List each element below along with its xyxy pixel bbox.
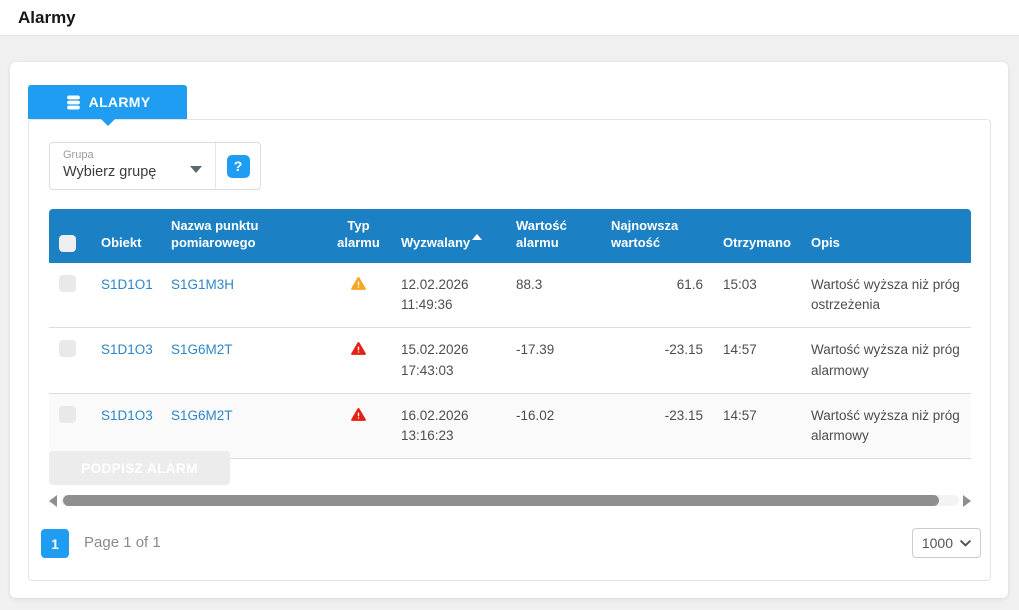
alarm-type-icon [351, 341, 366, 356]
description-cell: Wartość wyższa niż próg alarmowy [801, 328, 971, 394]
help-button-wrap: ? [216, 143, 260, 189]
tab-alarmy[interactable]: ALARMY [28, 85, 187, 126]
page-size-value: 1000 [921, 535, 953, 551]
column-header-nazwa-punktu[interactable]: Nazwa punktu pomiarowego [161, 209, 326, 263]
caret-down-icon [190, 166, 202, 173]
row-checkbox[interactable] [59, 405, 76, 423]
chevron-down-icon [960, 539, 971, 547]
column-header-typ-alarmu[interactable]: Typ alarmu [326, 209, 391, 263]
page-title: Alarmy [18, 7, 76, 27]
select-all-checkbox[interactable] [59, 234, 76, 252]
alarm-value-cell: -16.02 [506, 393, 601, 460]
group-select-value: Wybierz grupę [63, 164, 157, 181]
table-header-row: Obiekt Nazwa punktu pomiarowego Typ alar… [49, 209, 971, 263]
scrollbar-thumb[interactable] [63, 495, 939, 506]
table-body: S1D1O1 S1G1M3H 12.02.2026 11:49:36 88.3 … [49, 262, 971, 460]
triggered-date: 12.02.2026 [401, 276, 469, 292]
alarms-table: Obiekt Nazwa punktu pomiarowego Typ alar… [49, 209, 971, 460]
alarm-value-cell: -17.39 [506, 328, 601, 394]
scrollbar-track[interactable] [61, 495, 959, 506]
object-link[interactable]: S1D1O3 [101, 342, 153, 358]
received-cell: 15:03 [713, 262, 801, 329]
horizontal-scrollbar[interactable] [49, 494, 971, 507]
select-all-header[interactable] [49, 209, 91, 263]
column-header-opis[interactable]: Opis [801, 209, 971, 263]
group-select-label: Grupa [63, 149, 94, 161]
measuring-point-link[interactable]: S1G6M2T [171, 342, 233, 358]
table-row: S1D1O3 S1G6M2T 16.02.2026 13:16:23 -16.0… [49, 393, 971, 460]
object-link[interactable]: S1D1O3 [101, 407, 153, 423]
scroll-right-icon[interactable] [963, 494, 971, 507]
page-size-select[interactable]: 1000 [911, 528, 981, 558]
scroll-left-icon[interactable] [49, 494, 57, 507]
column-header-najnowsza-wartosc[interactable]: Najnowsza wartość [601, 209, 713, 263]
page-summary: Page 1 of 1 [84, 534, 161, 551]
triggered-date: 15.02.2026 [401, 342, 469, 358]
column-header-obiekt[interactable]: Obiekt [91, 209, 161, 263]
alarm-type-icon [351, 407, 366, 422]
received-cell: 14:57 [713, 393, 801, 460]
top-bar: Alarmy [0, 0, 1019, 36]
table-row: S1D1O3 S1G6M2T 15.02.2026 17:43:03 -17.3… [49, 328, 971, 394]
measuring-point-link[interactable]: S1G6M2T [171, 407, 233, 423]
alarms-table-wrap: Obiekt Nazwa punktu pomiarowego Typ alar… [49, 209, 971, 460]
triggered-time: 11:49:36 [401, 297, 453, 313]
table-row: S1D1O1 S1G1M3H 12.02.2026 11:49:36 88.3 … [49, 262, 971, 329]
object-link[interactable]: S1D1O1 [101, 276, 153, 292]
triggered-time: 13:16:23 [401, 428, 454, 444]
description-cell: Wartość wyższa niż próg ostrzeżenia [801, 262, 971, 329]
measuring-point-link[interactable]: S1G1M3H [171, 276, 235, 292]
tab-label: ALARMY [88, 94, 151, 110]
alarms-panel: Grupa Wybierz grupę ? Obiekt [28, 119, 991, 581]
row-checkbox[interactable] [59, 340, 76, 358]
column-header-wyzwalany[interactable]: Wyzwalany [391, 209, 506, 263]
sort-asc-icon [472, 233, 483, 240]
description-cell: Wartość wyższa niż próg alarmowy [801, 393, 971, 460]
alarm-value-cell: 88.3 [506, 262, 601, 329]
page-1-button[interactable]: 1 [41, 529, 69, 558]
triggered-date: 16.02.2026 [401, 407, 469, 423]
triggered-time: 17:43:03 [401, 362, 454, 378]
latest-value-cell: -23.15 [601, 393, 713, 460]
column-header-otrzymano[interactable]: Otrzymano [713, 209, 801, 263]
latest-value-cell: 61.6 [601, 262, 713, 329]
received-cell: 14:57 [713, 328, 801, 394]
sign-alarm-button[interactable]: PODPISZ ALARM [49, 451, 230, 485]
latest-value-cell: -23.15 [601, 328, 713, 394]
alarms-card: ALARMY Grupa Wybierz grupę ? [10, 62, 1008, 598]
row-checkbox[interactable] [59, 274, 76, 292]
group-select[interactable]: Grupa Wybierz grupę ? [49, 142, 261, 190]
help-button[interactable]: ? [226, 154, 250, 178]
column-header-wartosc-alarmu[interactable]: Wartość alarmu [506, 209, 601, 263]
group-select-field[interactable]: Grupa Wybierz grupę [50, 143, 216, 189]
alarm-type-icon [351, 276, 366, 291]
database-icon [65, 94, 82, 111]
